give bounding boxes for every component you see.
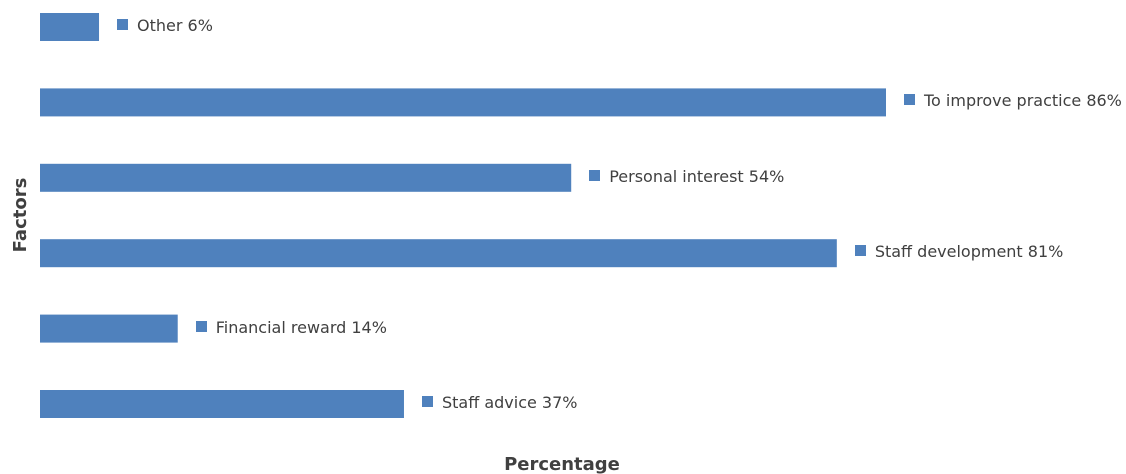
- legend-marker: [904, 94, 915, 106]
- data-label-text: To improve practice 86%: [924, 91, 1122, 111]
- data-label-text: Personal interest 54%: [609, 166, 785, 186]
- data-label-text: Other 6%: [137, 16, 213, 35]
- bar: [40, 163, 572, 192]
- data-label: Personal interest 54%: [589, 166, 784, 188]
- bar: [40, 239, 837, 268]
- bar: [40, 88, 886, 117]
- legend-marker: [854, 245, 866, 257]
- data-label-text: Financial reward 14%: [215, 317, 387, 337]
- bar: [40, 13, 100, 41]
- legend-marker: [195, 320, 207, 332]
- data-label-text: Staff advice 37%: [441, 393, 578, 412]
- data-label: Staff development 81%: [854, 241, 1064, 263]
- data-label: Financial reward 14%: [195, 317, 387, 339]
- data-label: To improve practice 86%: [904, 90, 1122, 112]
- legend-marker: [421, 396, 433, 407]
- bar: [40, 390, 404, 418]
- legend-marker: [117, 19, 129, 30]
- legend-marker: [589, 169, 601, 181]
- data-label: Other 6%: [117, 15, 213, 37]
- y-axis-title: Factors: [10, 178, 31, 253]
- data-label-text: Staff development 81%: [874, 242, 1064, 262]
- x-axis-title: Percentage: [504, 454, 620, 474]
- bar: [40, 314, 178, 343]
- data-label: Staff advice 37%: [421, 392, 578, 414]
